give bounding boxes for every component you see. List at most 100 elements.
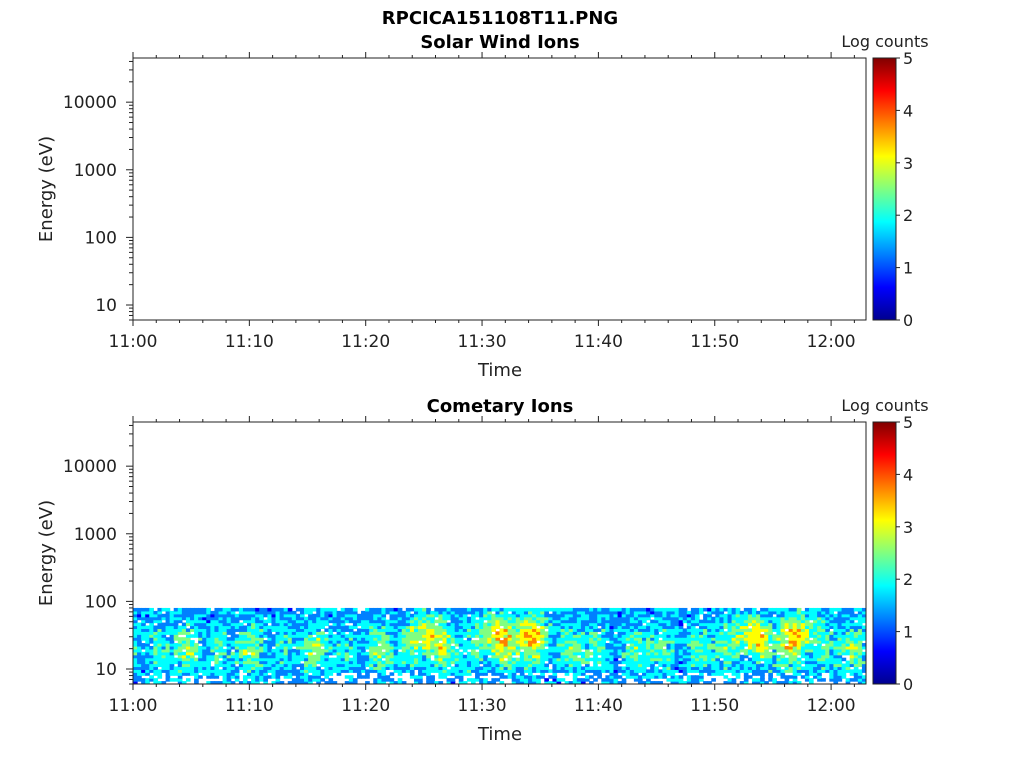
heatmap-cell: [751, 631, 757, 635]
colorbar-tick-label: 0: [903, 675, 913, 694]
heatmap-cell: [475, 675, 480, 679]
heatmap-cell: [401, 657, 407, 662]
heatmap-cell: [393, 663, 399, 668]
heatmap-cell: [544, 622, 549, 627]
heatmap-cell: [450, 669, 456, 673]
heatmap-cell: [686, 616, 692, 621]
heatmap-cell: [430, 622, 435, 627]
heatmap-cell: [670, 631, 676, 635]
heatmap-cell: [739, 648, 745, 653]
heatmap-cell: [837, 645, 843, 650]
heatmap-cell: [373, 643, 378, 647]
heatmap-cell: [589, 631, 594, 635]
heatmap-cell: [466, 607, 472, 612]
heatmap-cell: [226, 666, 232, 670]
heatmap-cell: [560, 631, 566, 635]
heatmap-cell: [475, 607, 480, 612]
heatmap-cell: [418, 607, 423, 612]
heatmap-cell: [389, 672, 395, 676]
heatmap-cell: [593, 622, 598, 627]
heatmap-cell: [519, 672, 525, 676]
heatmap-cell: [727, 654, 733, 659]
heatmap-cell: [637, 631, 643, 635]
heatmap-cell: [837, 654, 843, 659]
heatmap-cell: [133, 610, 138, 615]
heatmap-cell: [552, 669, 558, 673]
heatmap-cell: [560, 657, 566, 662]
heatmap-cell: [352, 657, 358, 662]
heatmap-cell: [756, 625, 761, 630]
heatmap-cell: [356, 666, 362, 670]
heatmap-cell: [825, 607, 830, 612]
heatmap-cell: [678, 660, 684, 665]
heatmap-cell: [678, 634, 684, 638]
heatmap-cell: [413, 643, 419, 647]
heatmap-cell: [422, 610, 427, 615]
heatmap-cell: [642, 613, 647, 618]
heatmap-cell: [552, 631, 558, 635]
heatmap-cell: [845, 643, 851, 647]
heatmap-cell: [670, 610, 676, 615]
heatmap-cell: [857, 648, 863, 653]
heatmap-cell: [552, 654, 558, 659]
heatmap-cell: [715, 613, 720, 618]
heatmap-cell: [817, 669, 822, 673]
heatmap-cell: [760, 657, 765, 662]
heatmap-cell: [780, 640, 786, 644]
heatmap-cell: [418, 622, 423, 627]
heatmap-cell: [328, 678, 334, 682]
heatmap-cell: [503, 613, 509, 618]
heatmap-cell: [609, 645, 615, 650]
heatmap-cell: [772, 645, 778, 650]
heatmap-cell: [792, 610, 798, 615]
heatmap-cell: [344, 651, 350, 656]
heatmap-cell: [222, 660, 228, 665]
heatmap-cell: [169, 631, 175, 635]
heatmap-cell: [601, 637, 606, 641]
heatmap-cell: [670, 660, 676, 665]
heatmap-cell: [434, 648, 440, 653]
heatmap-cell: [690, 648, 696, 653]
heatmap-cell: [304, 645, 309, 650]
heatmap-cell: [320, 634, 325, 638]
heatmap-cell: [348, 648, 354, 653]
heatmap-cell: [646, 628, 651, 632]
heatmap-cell: [735, 613, 741, 618]
heatmap-cell: [670, 681, 676, 684]
heatmap-cell: [796, 663, 802, 668]
heatmap-cell: [332, 637, 338, 641]
heatmap-cell: [409, 645, 415, 650]
heatmap-cell: [426, 666, 431, 670]
heatmap-cell: [560, 625, 566, 630]
heatmap-cell: [796, 634, 802, 638]
heatmap-cell: [552, 663, 558, 668]
heatmap-cell: [642, 654, 647, 659]
heatmap-cell: [299, 634, 305, 638]
heatmap-cell: [430, 616, 435, 621]
heatmap-cell: [356, 643, 362, 647]
heatmap-cell: [617, 631, 623, 635]
heatmap-cell: [707, 613, 712, 618]
heatmap-cell: [613, 625, 619, 630]
heatmap-cell: [267, 640, 273, 644]
heatmap-cell: [393, 631, 399, 635]
heatmap-cell: [365, 643, 370, 647]
heatmap-cell: [177, 619, 183, 624]
heatmap-cell: [841, 628, 847, 632]
heatmap-cell: [792, 607, 798, 612]
heatmap-cell: [629, 634, 635, 638]
heatmap-cell: [442, 669, 448, 673]
heatmap-cell: [585, 607, 590, 612]
heatmap-cell: [662, 625, 668, 630]
heatmap-cell: [365, 613, 370, 618]
heatmap-cell: [466, 645, 472, 650]
heatmap-cell: [817, 622, 822, 627]
heatmap-cell: [760, 619, 765, 624]
heatmap-cell: [190, 672, 195, 676]
heatmap-cell: [377, 651, 383, 656]
heatmap-cell: [690, 666, 696, 670]
heatmap-cell: [703, 613, 708, 618]
heatmap-cell: [373, 619, 378, 624]
heatmap-cell: [507, 669, 513, 673]
heatmap-cell: [328, 637, 334, 641]
